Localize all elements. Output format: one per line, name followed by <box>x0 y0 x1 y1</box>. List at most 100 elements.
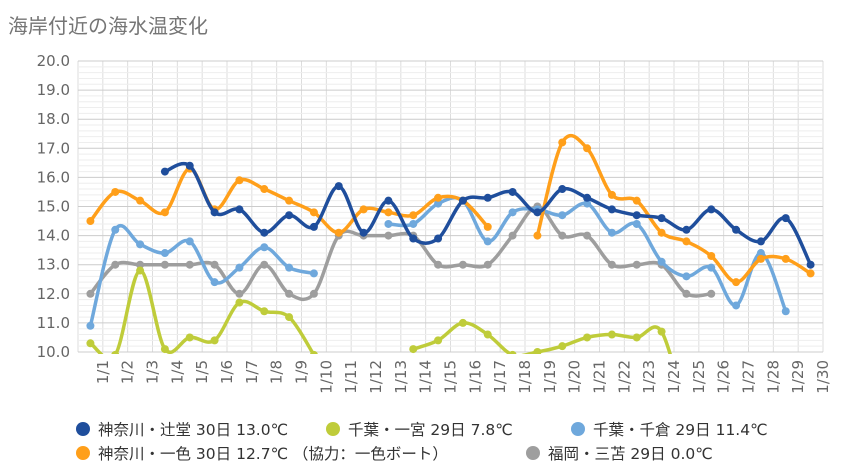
data-point[interactable] <box>434 193 443 202</box>
data-point[interactable] <box>136 196 145 205</box>
data-point[interactable] <box>607 260 616 269</box>
data-point[interactable] <box>160 260 169 269</box>
data-point[interactable] <box>285 263 294 272</box>
data-point[interactable] <box>384 208 393 217</box>
data-point[interactable] <box>732 278 741 287</box>
data-point[interactable] <box>558 138 567 147</box>
data-point[interactable] <box>409 345 418 354</box>
data-point[interactable] <box>359 228 368 237</box>
legend-item-mitoma[interactable]: 福岡・三苫 29日 0.0℃ <box>526 442 713 464</box>
data-point[interactable] <box>384 219 393 228</box>
data-point[interactable] <box>235 289 244 298</box>
data-point[interactable] <box>111 187 120 196</box>
data-point[interactable] <box>434 260 443 269</box>
data-point[interactable] <box>260 307 269 316</box>
legend-item-isshiki[interactable]: 神奈川・一色 30日 12.7℃ （協力：一色ボート） <box>76 442 448 464</box>
data-point[interactable] <box>260 243 269 252</box>
data-point[interactable] <box>434 199 443 208</box>
data-point[interactable] <box>235 205 244 214</box>
data-point[interactable] <box>458 318 467 327</box>
data-point[interactable] <box>260 185 269 194</box>
data-point[interactable] <box>136 260 145 269</box>
data-point[interactable] <box>806 260 815 269</box>
data-point[interactable] <box>632 196 641 205</box>
data-point[interactable] <box>86 339 95 348</box>
data-point[interactable] <box>210 208 219 217</box>
data-point[interactable] <box>583 333 592 342</box>
data-point[interactable] <box>607 330 616 339</box>
data-point[interactable] <box>657 257 666 266</box>
data-point[interactable] <box>657 214 666 223</box>
data-point[interactable] <box>235 263 244 272</box>
data-point[interactable] <box>309 289 318 298</box>
data-point[interactable] <box>533 231 542 240</box>
data-point[interactable] <box>136 240 145 249</box>
data-point[interactable] <box>409 219 418 228</box>
data-point[interactable] <box>409 234 418 243</box>
data-point[interactable] <box>235 298 244 307</box>
data-point[interactable] <box>285 196 294 205</box>
data-point[interactable] <box>508 231 517 240</box>
data-point[interactable] <box>483 222 492 231</box>
data-point[interactable] <box>558 185 567 194</box>
data-point[interactable] <box>781 307 790 316</box>
data-point[interactable] <box>309 208 318 217</box>
data-point[interactable] <box>185 260 194 269</box>
data-point[interactable] <box>210 278 219 287</box>
data-point[interactable] <box>310 350 318 359</box>
data-point[interactable] <box>160 345 169 354</box>
data-point[interactable] <box>285 211 294 220</box>
data-point[interactable] <box>334 228 343 237</box>
data-point[interactable] <box>632 260 641 269</box>
data-point[interactable] <box>682 237 691 246</box>
data-point[interactable] <box>583 193 592 202</box>
data-point[interactable] <box>756 254 765 263</box>
data-point[interactable] <box>409 211 418 220</box>
data-point[interactable] <box>583 199 592 208</box>
data-point[interactable] <box>707 251 716 260</box>
data-point[interactable] <box>483 193 492 202</box>
data-point[interactable] <box>607 205 616 214</box>
data-point[interactable] <box>210 336 219 345</box>
data-point[interactable] <box>309 269 318 278</box>
data-point[interactable] <box>86 321 95 330</box>
data-point[interactable] <box>285 289 294 298</box>
data-point[interactable] <box>384 231 393 240</box>
data-point[interactable] <box>558 211 567 220</box>
data-point[interactable] <box>86 217 95 226</box>
data-point[interactable] <box>111 350 120 359</box>
data-point[interactable] <box>756 237 765 246</box>
data-point[interactable] <box>359 205 368 214</box>
data-point[interactable] <box>732 225 741 234</box>
data-point[interactable] <box>260 228 269 237</box>
data-point[interactable] <box>707 263 716 272</box>
data-point[interactable] <box>732 301 741 310</box>
data-point[interactable] <box>583 144 592 153</box>
data-point[interactable] <box>756 249 765 258</box>
data-point[interactable] <box>309 222 318 231</box>
data-point[interactable] <box>682 289 691 298</box>
data-point[interactable] <box>458 196 467 205</box>
data-point[interactable] <box>682 272 691 281</box>
data-point[interactable] <box>682 225 691 234</box>
data-point[interactable] <box>707 205 716 214</box>
data-point[interactable] <box>111 260 120 269</box>
data-point[interactable] <box>160 208 169 217</box>
legend-item-chikura[interactable]: 千葉・千倉 29日 11.4℃ <box>571 418 768 440</box>
data-point[interactable] <box>781 254 790 263</box>
data-point[interactable] <box>86 289 95 298</box>
legend-item-tsujido[interactable]: 神奈川・辻堂 30日 13.0℃ <box>76 418 288 440</box>
data-point[interactable] <box>285 313 294 322</box>
data-point[interactable] <box>806 269 815 278</box>
data-point[interactable] <box>483 237 492 246</box>
data-point[interactable] <box>632 333 641 342</box>
data-point[interactable] <box>607 190 616 199</box>
data-point[interactable] <box>235 176 244 185</box>
legend-item-ichinomiya[interactable]: 千葉・一宮 29日 7.8℃ <box>326 418 513 440</box>
data-point[interactable] <box>533 348 542 356</box>
data-point[interactable] <box>508 208 517 217</box>
data-point[interactable] <box>136 266 145 275</box>
data-point[interactable] <box>781 214 790 223</box>
data-point[interactable] <box>508 187 517 196</box>
data-point[interactable] <box>260 260 269 269</box>
